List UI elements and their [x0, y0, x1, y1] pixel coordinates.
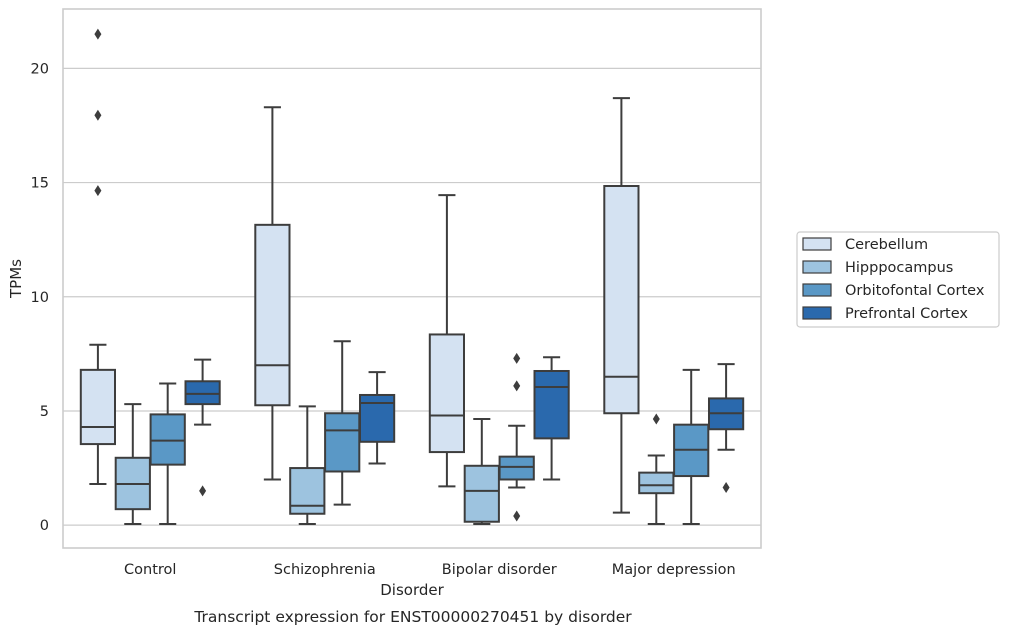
outlier-point	[513, 352, 521, 364]
outlier-point	[513, 510, 521, 522]
box-plot	[358, 371, 396, 465]
x-tick-label: Schizophrenia	[274, 562, 376, 578]
outlier-point	[199, 485, 207, 497]
legend-swatch	[802, 260, 832, 274]
outlier-point	[94, 185, 102, 197]
box-plot	[428, 194, 466, 488]
box-plot	[254, 106, 291, 481]
box-iqr	[184, 380, 221, 406]
box-plot	[79, 28, 117, 486]
legend-swatch	[802, 306, 832, 320]
box-plot	[673, 368, 710, 526]
legend-label: Prefrontal Cortex	[845, 306, 968, 322]
box-iqr	[149, 413, 186, 466]
box-iqr	[533, 369, 570, 440]
box-iqr	[289, 467, 326, 515]
y-tick-label: 10	[31, 290, 49, 306]
box-plot	[638, 413, 675, 526]
gridlines	[63, 67, 761, 526]
legend: Cerebellum Hipppocampus Orbitofontal Corte…	[796, 231, 1000, 328]
legend-label: Cerebellum	[845, 237, 928, 253]
box-plot	[707, 363, 745, 493]
box-plot	[533, 356, 570, 481]
y-tick-label: 20	[31, 61, 49, 77]
outlier-point	[513, 380, 521, 392]
outlier-point	[94, 28, 102, 40]
x-tick-label: Control	[124, 562, 176, 578]
box-plots	[79, 28, 745, 526]
box-iqr	[463, 464, 500, 523]
x-tick-label: Bipolar disorder	[442, 562, 557, 578]
box-iqr	[498, 455, 535, 481]
y-tick-labels: 0 5 10 15 20	[31, 61, 49, 534]
x-tick-labels: Control Schizophrenia Bipolar disorder Majo…	[124, 562, 736, 578]
y-axis-label: TPMs	[7, 259, 25, 299]
box-plot	[149, 382, 186, 526]
outlier-point	[652, 413, 660, 425]
box-plot	[114, 403, 151, 526]
legend-swatch	[802, 237, 832, 251]
y-tick-label: 5	[40, 404, 49, 420]
box-iqr	[254, 223, 291, 407]
plot-frame	[62, 8, 762, 549]
box-iqr	[79, 368, 117, 446]
box-plot	[184, 358, 221, 497]
outlier-point	[722, 481, 730, 493]
outlier-point	[94, 109, 102, 121]
legend-swatch	[802, 283, 832, 297]
box-plot	[289, 405, 326, 526]
y-tick-label: 0	[40, 518, 49, 534]
box-iqr	[428, 333, 466, 454]
y-tick-label: 15	[31, 176, 49, 192]
box-plot	[463, 417, 500, 526]
box-plot	[603, 97, 640, 514]
legend-frame	[796, 231, 1000, 328]
legend-label: Hipppocampus	[845, 260, 953, 276]
box-plot	[324, 340, 361, 506]
chart-title: Transcript expression for ENST0000027045…	[193, 608, 632, 626]
x-tick-label: Major depression	[612, 562, 736, 578]
box-iqr	[638, 471, 675, 495]
box-iqr	[603, 185, 640, 415]
legend-label: Orbitofontal Cortex	[845, 283, 985, 299]
box-plot	[498, 352, 535, 522]
x-axis-label: Disorder	[380, 581, 444, 599]
box-iqr	[324, 412, 361, 473]
